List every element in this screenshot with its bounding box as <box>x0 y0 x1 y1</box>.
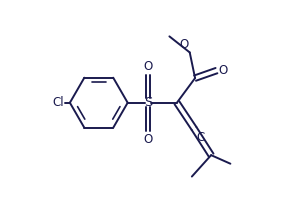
Text: Cl: Cl <box>52 96 64 109</box>
Text: C: C <box>196 131 205 144</box>
Text: O: O <box>143 133 153 146</box>
Text: S: S <box>144 96 152 109</box>
Text: O: O <box>143 60 153 73</box>
Text: O: O <box>218 64 227 77</box>
Text: O: O <box>179 38 189 51</box>
